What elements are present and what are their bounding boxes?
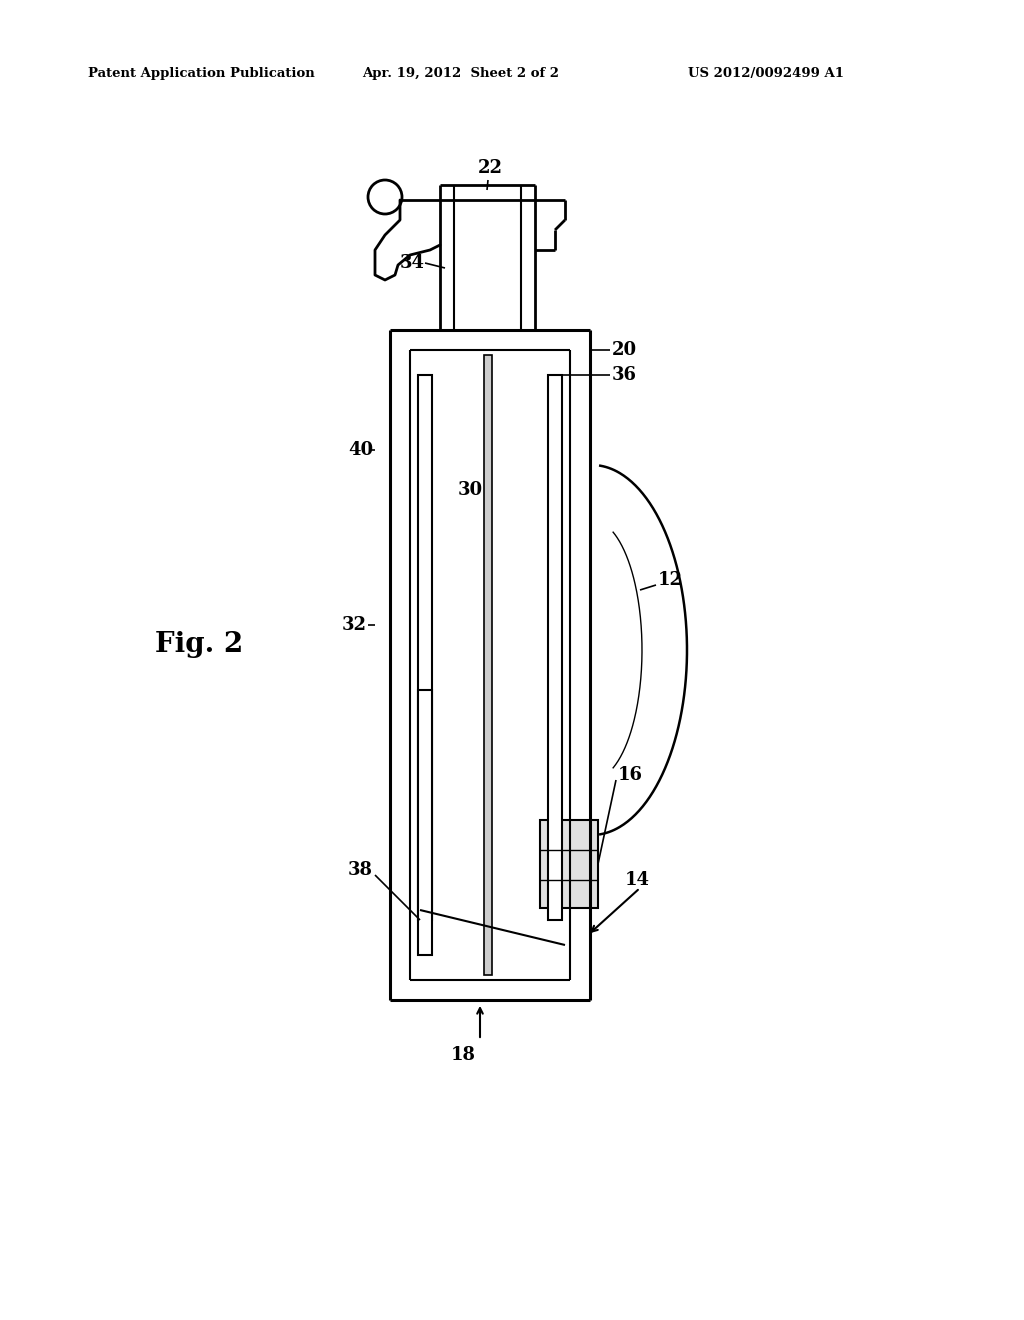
Text: 22: 22 [478,158,503,177]
Text: 16: 16 [618,766,643,784]
Text: US 2012/0092499 A1: US 2012/0092499 A1 [688,66,844,79]
Text: 34: 34 [400,253,425,272]
Text: Fig. 2: Fig. 2 [155,631,244,659]
Bar [440,185,535,330]
Bar [484,355,492,975]
Text: Patent Application Publication: Patent Application Publication [88,66,314,79]
Text: 36: 36 [612,366,637,384]
Text: 20: 20 [612,341,637,359]
Bar [390,330,590,1001]
Text: 14: 14 [625,871,650,888]
Text: 38: 38 [348,861,373,879]
Bar [418,690,432,954]
Bar [540,820,598,908]
Bar [390,979,590,1001]
Bar [454,185,521,330]
Bar [548,375,562,920]
Text: 30: 30 [458,480,483,499]
Text: Apr. 19, 2012  Sheet 2 of 2: Apr. 19, 2012 Sheet 2 of 2 [362,66,559,79]
Bar [418,375,432,920]
Text: 32: 32 [342,616,367,634]
Bar [390,330,590,350]
Bar [390,330,410,1001]
Text: 18: 18 [451,1045,475,1064]
Text: 40: 40 [348,441,373,459]
Text: 12: 12 [658,572,683,589]
Bar [570,330,590,1001]
